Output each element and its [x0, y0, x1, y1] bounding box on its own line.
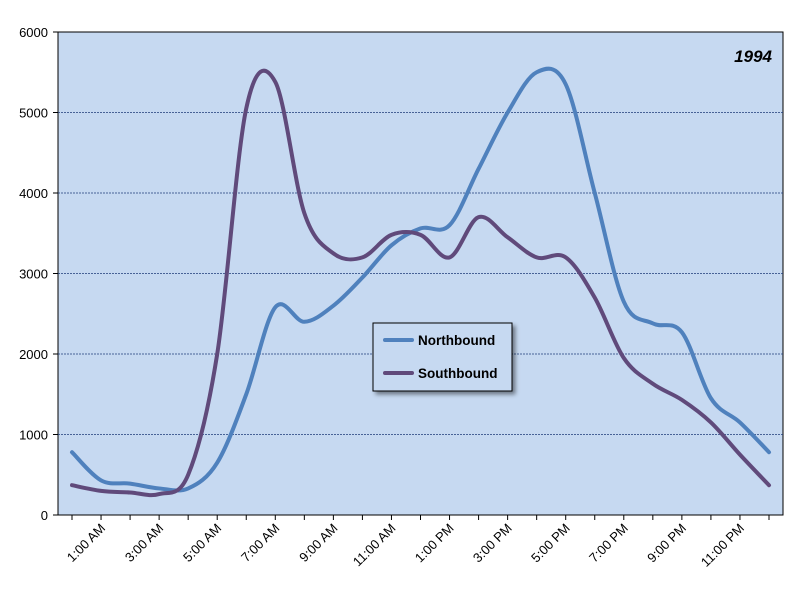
- x-tick-label: 7:00 AM: [238, 521, 282, 565]
- gridlines: [58, 112, 783, 435]
- y-tick-label: 2000: [19, 347, 48, 362]
- chart-annotation: 1994: [734, 47, 772, 66]
- y-tick-label: 3000: [19, 267, 48, 282]
- x-tick-label: 3:00 AM: [122, 521, 166, 565]
- series-line-northbound: [70, 66, 771, 493]
- y-tick-label: 5000: [19, 106, 48, 121]
- x-tick-label: 9:00 AM: [296, 521, 340, 565]
- x-tick-label: 11:00 AM: [350, 521, 399, 570]
- x-tick-label: 7:00 PM: [586, 521, 631, 566]
- x-tick-label: 5:00 PM: [528, 521, 573, 566]
- x-tick-label: 3:00 PM: [470, 521, 515, 566]
- y-tick-label: 0: [41, 508, 48, 523]
- legend-box: [372, 322, 513, 392]
- legend: Northbound Southbound: [372, 322, 513, 392]
- x-tick-label: 1:00 PM: [412, 521, 457, 566]
- x-tick-label: 11:00 PM: [698, 521, 747, 570]
- series-line-southbound: [70, 68, 771, 498]
- series-lines: [70, 66, 771, 498]
- y-tick-label: 1000: [19, 428, 48, 443]
- y-tick-label: 6000: [19, 25, 48, 40]
- legend-label-southbound: Southbound: [418, 366, 497, 381]
- x-tick-label: 5:00 AM: [180, 521, 224, 565]
- x-tick-label: 9:00 PM: [644, 521, 689, 566]
- x-tick-label: 1:00 AM: [64, 521, 108, 565]
- legend-label-northbound: Northbound: [418, 333, 495, 348]
- y-tick-label: 4000: [19, 186, 48, 201]
